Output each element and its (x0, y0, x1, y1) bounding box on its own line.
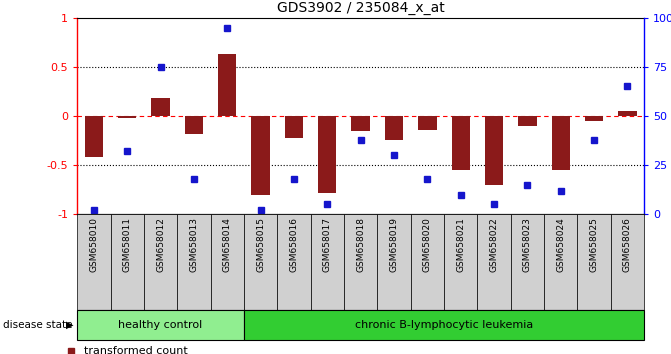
Bar (77, 214, 111, 310)
Title: GDS3902 / 235084_x_at: GDS3902 / 235084_x_at (277, 1, 445, 15)
Text: GSM658019: GSM658019 (389, 217, 399, 272)
Text: GSM658010: GSM658010 (89, 217, 99, 272)
Text: GSM658014: GSM658014 (223, 217, 231, 272)
Bar (244, 310, 644, 340)
Bar (618, 111, 637, 116)
Text: GSM658015: GSM658015 (256, 217, 265, 272)
Bar (611, 214, 644, 310)
Bar (511, 214, 544, 310)
Text: GSM658016: GSM658016 (289, 217, 299, 272)
Bar (311, 214, 344, 310)
Text: GSM658026: GSM658026 (623, 217, 632, 272)
Bar (211, 214, 244, 310)
Text: healthy control: healthy control (118, 320, 203, 330)
Bar (552, 116, 570, 170)
Text: disease state: disease state (3, 320, 73, 330)
Text: GSM658023: GSM658023 (523, 217, 532, 272)
Bar (485, 116, 503, 185)
Text: GSM658012: GSM658012 (156, 217, 165, 272)
Bar (411, 214, 444, 310)
Bar (585, 116, 603, 121)
Bar (477, 214, 511, 310)
Bar (277, 214, 311, 310)
Text: GSM658021: GSM658021 (456, 217, 465, 272)
Bar (152, 98, 170, 116)
Text: chronic B-lymphocytic leukemia: chronic B-lymphocytic leukemia (355, 320, 533, 330)
Bar (77, 310, 244, 340)
Text: GSM658025: GSM658025 (590, 217, 599, 272)
Bar (544, 214, 578, 310)
Text: GSM658013: GSM658013 (189, 217, 199, 272)
Bar (111, 214, 144, 310)
Bar (344, 214, 377, 310)
Bar (177, 214, 211, 310)
Bar (377, 214, 411, 310)
Bar (252, 116, 270, 195)
Text: GSM658022: GSM658022 (490, 217, 499, 272)
Bar (185, 116, 203, 133)
Bar (418, 116, 437, 130)
Bar (444, 214, 477, 310)
Bar (578, 214, 611, 310)
Bar (385, 116, 403, 141)
Text: GSM658011: GSM658011 (123, 217, 132, 272)
Bar (244, 214, 277, 310)
Bar (518, 116, 537, 126)
Text: GSM658020: GSM658020 (423, 217, 432, 272)
Bar (118, 116, 136, 118)
Bar (85, 116, 103, 157)
Text: GSM658018: GSM658018 (356, 217, 365, 272)
Bar (452, 116, 470, 170)
Text: GSM658017: GSM658017 (323, 217, 332, 272)
Text: ▶: ▶ (66, 320, 73, 330)
Bar (352, 116, 370, 131)
Bar (285, 116, 303, 138)
Text: transformed count: transformed count (84, 346, 187, 354)
Bar (218, 54, 236, 116)
Bar (144, 214, 177, 310)
Bar (318, 116, 336, 193)
Text: GSM658024: GSM658024 (556, 217, 565, 272)
